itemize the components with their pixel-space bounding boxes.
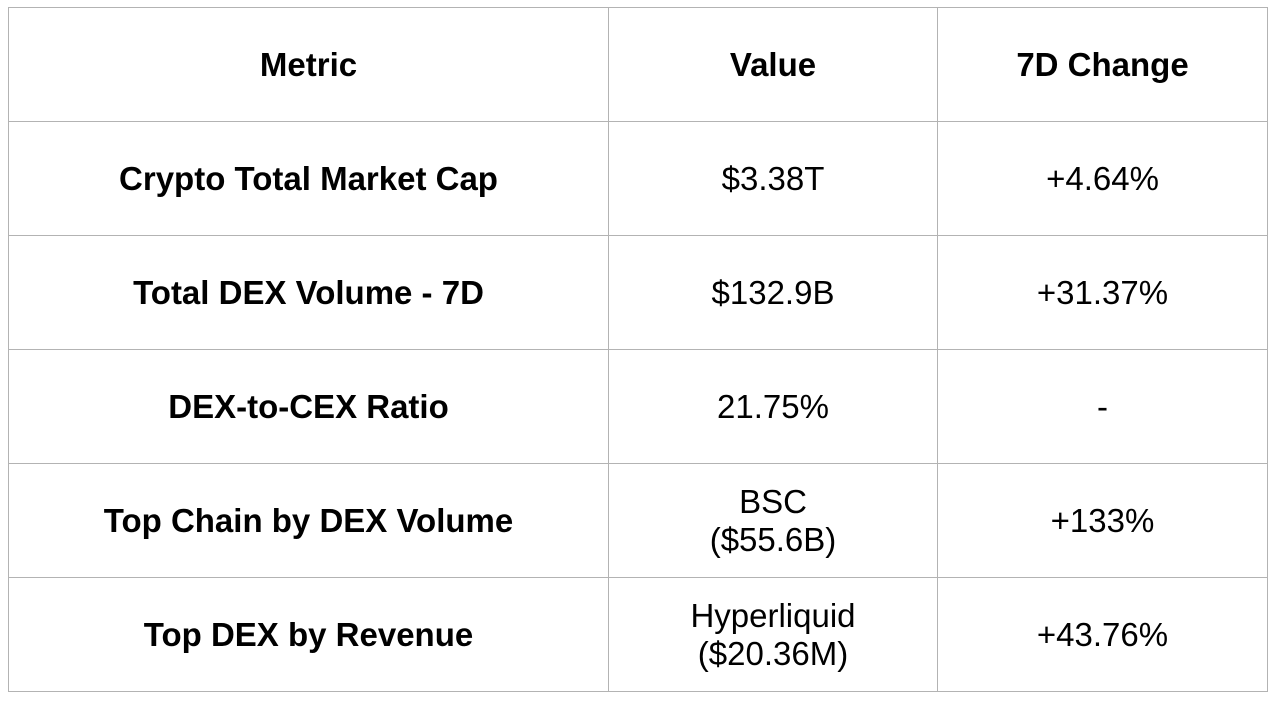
change-cell: +31.37% [937,235,1268,350]
value-cell: Hyperliquid ($20.36M) [608,577,938,692]
table-row: Top DEX by Revenue Hyperliquid ($20.36M)… [8,577,1268,692]
header-value: Value [608,7,938,122]
value-cell: $3.38T [608,121,938,236]
value-text: $132.9B [711,273,835,311]
metric-cell: Total DEX Volume - 7D [8,235,609,350]
header-metric: Metric [8,7,609,122]
change-cell: - [937,349,1268,464]
value-cell: BSC ($55.6B) [608,463,938,578]
value-cell: $132.9B [608,235,938,350]
value-text-line2: ($55.6B) [709,520,837,558]
value-text-line1: BSC [739,482,807,520]
table-header-row: Metric Value 7D Change [8,7,1268,122]
metrics-table: Metric Value 7D Change Crypto Total Mark… [8,7,1268,692]
metric-cell: Top DEX by Revenue [8,577,609,692]
metric-cell: Crypto Total Market Cap [8,121,609,236]
change-cell: +4.64% [937,121,1268,236]
header-7d-change: 7D Change [937,7,1268,122]
metrics-table-container: Metric Value 7D Change Crypto Total Mark… [8,7,1268,692]
value-text: 21.75% [717,387,829,425]
value-text: $3.38T [721,159,825,197]
table-row: Top Chain by DEX Volume BSC ($55.6B) +13… [8,463,1268,578]
change-cell: +133% [937,463,1268,578]
value-text-line2: ($20.36M) [697,634,849,672]
table-row: Total DEX Volume - 7D $132.9B +31.37% [8,235,1268,350]
value-cell: 21.75% [608,349,938,464]
metric-cell: Top Chain by DEX Volume [8,463,609,578]
metric-cell: DEX-to-CEX Ratio [8,349,609,464]
change-cell: +43.76% [937,577,1268,692]
value-text-line1: Hyperliquid [690,596,856,634]
table-row: DEX-to-CEX Ratio 21.75% - [8,349,1268,464]
table-row: Crypto Total Market Cap $3.38T +4.64% [8,121,1268,236]
